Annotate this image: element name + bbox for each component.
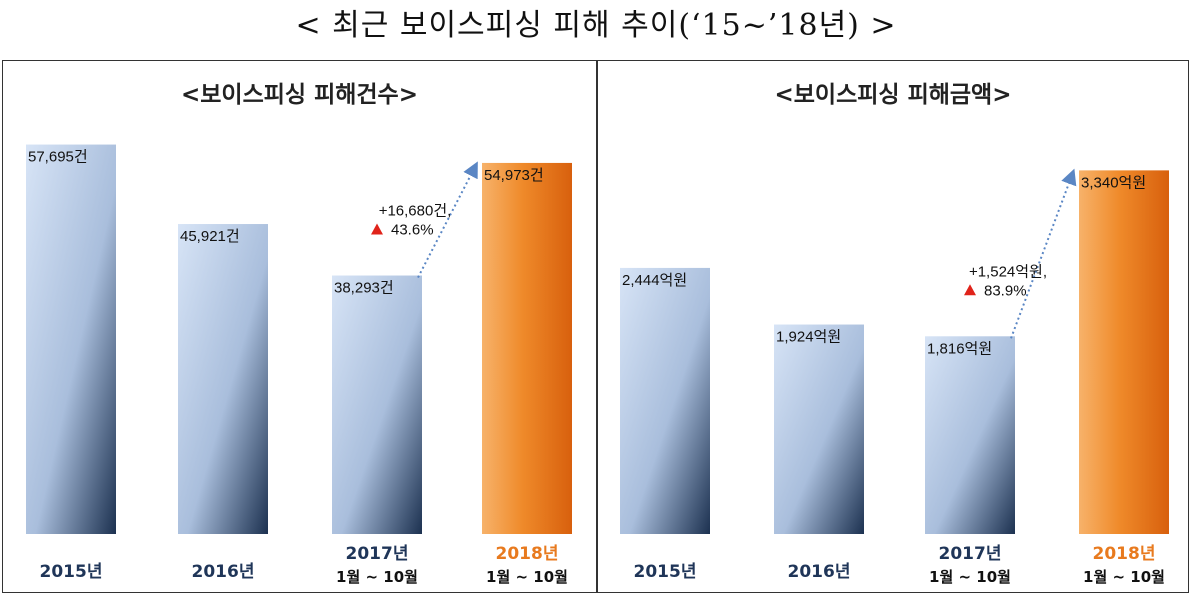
growth-arrow [417,161,478,278]
bar-2017 [332,275,422,534]
bar-value-label: 3,340억원 [1081,174,1146,191]
growth-annotation-percent: 43.6% [391,222,434,239]
chart-title-count: <보이스피싱 피해건수> [181,82,418,108]
x-tick-label: 2015년 [634,562,697,582]
x-tick-label: 2017년 [939,544,1002,564]
chart-panel-count: <보이스피싱 피해건수> 57,695건 2015년 45,921건 2016년 38,… [2,60,597,593]
chart-title-amount: <보이스피싱 피해금액> [774,82,1012,108]
bar-value-label: 2,444억원 [622,272,687,289]
bar-2018 [1079,170,1169,534]
x-tick-sublabel: 1월 ~ 10월 [486,568,568,586]
x-tick-label: 2018년 [496,544,559,564]
bar-chart-amount: 2,444억원 2015년 1,924억원 2016년 1,816억원 2017년 1월 ~… [620,168,1169,586]
x-tick-label: 2016년 [192,562,255,582]
bar-2018 [482,162,572,534]
x-tick-sublabel: 1월 ~ 10월 [929,568,1011,586]
bar-value-label: 54,973건 [484,167,544,184]
bar-value-label: 1,924억원 [776,329,841,346]
x-tick-label: 2016년 [788,562,851,582]
bar-value-label: 57,695건 [28,149,88,166]
bar-value-label: 38,293건 [334,280,394,297]
up-triangle-icon [964,284,976,296]
growth-annotation-amount: +1,524억원, [969,263,1047,280]
bar-2016 [774,324,864,534]
x-tick-label: 2018년 [1093,544,1156,564]
growth-annotation-amount: +16,680건, [379,203,452,220]
chart-panel-amount: <보이스피싱 피해금액> 2,444억원 2015년 1,924억원 2016년 1,8… [597,60,1189,593]
bar-2015 [620,267,710,534]
bar-value-label: 1,816억원 [927,340,992,357]
growth-annotation-percent: 83.9% [984,282,1027,299]
x-tick-label: 2017년 [346,544,409,564]
bar-2015 [26,144,116,534]
bar-2016 [178,224,268,534]
up-triangle-icon [371,223,383,235]
bar-2017 [925,336,1015,534]
x-tick-label: 2015년 [40,562,103,582]
bar-value-label: 45,921건 [180,228,240,245]
page-title: < 최근 보이스피싱 피해 추이(‘15~’18년) > [295,8,897,43]
growth-arrow [1010,168,1077,339]
x-tick-sublabel: 1월 ~ 10월 [1083,568,1165,586]
bar-chart-count: 57,695건 2015년 45,921건 2016년 38,293건 2017년 1월 ~… [26,144,572,586]
x-tick-sublabel: 1월 ~ 10월 [336,568,418,586]
